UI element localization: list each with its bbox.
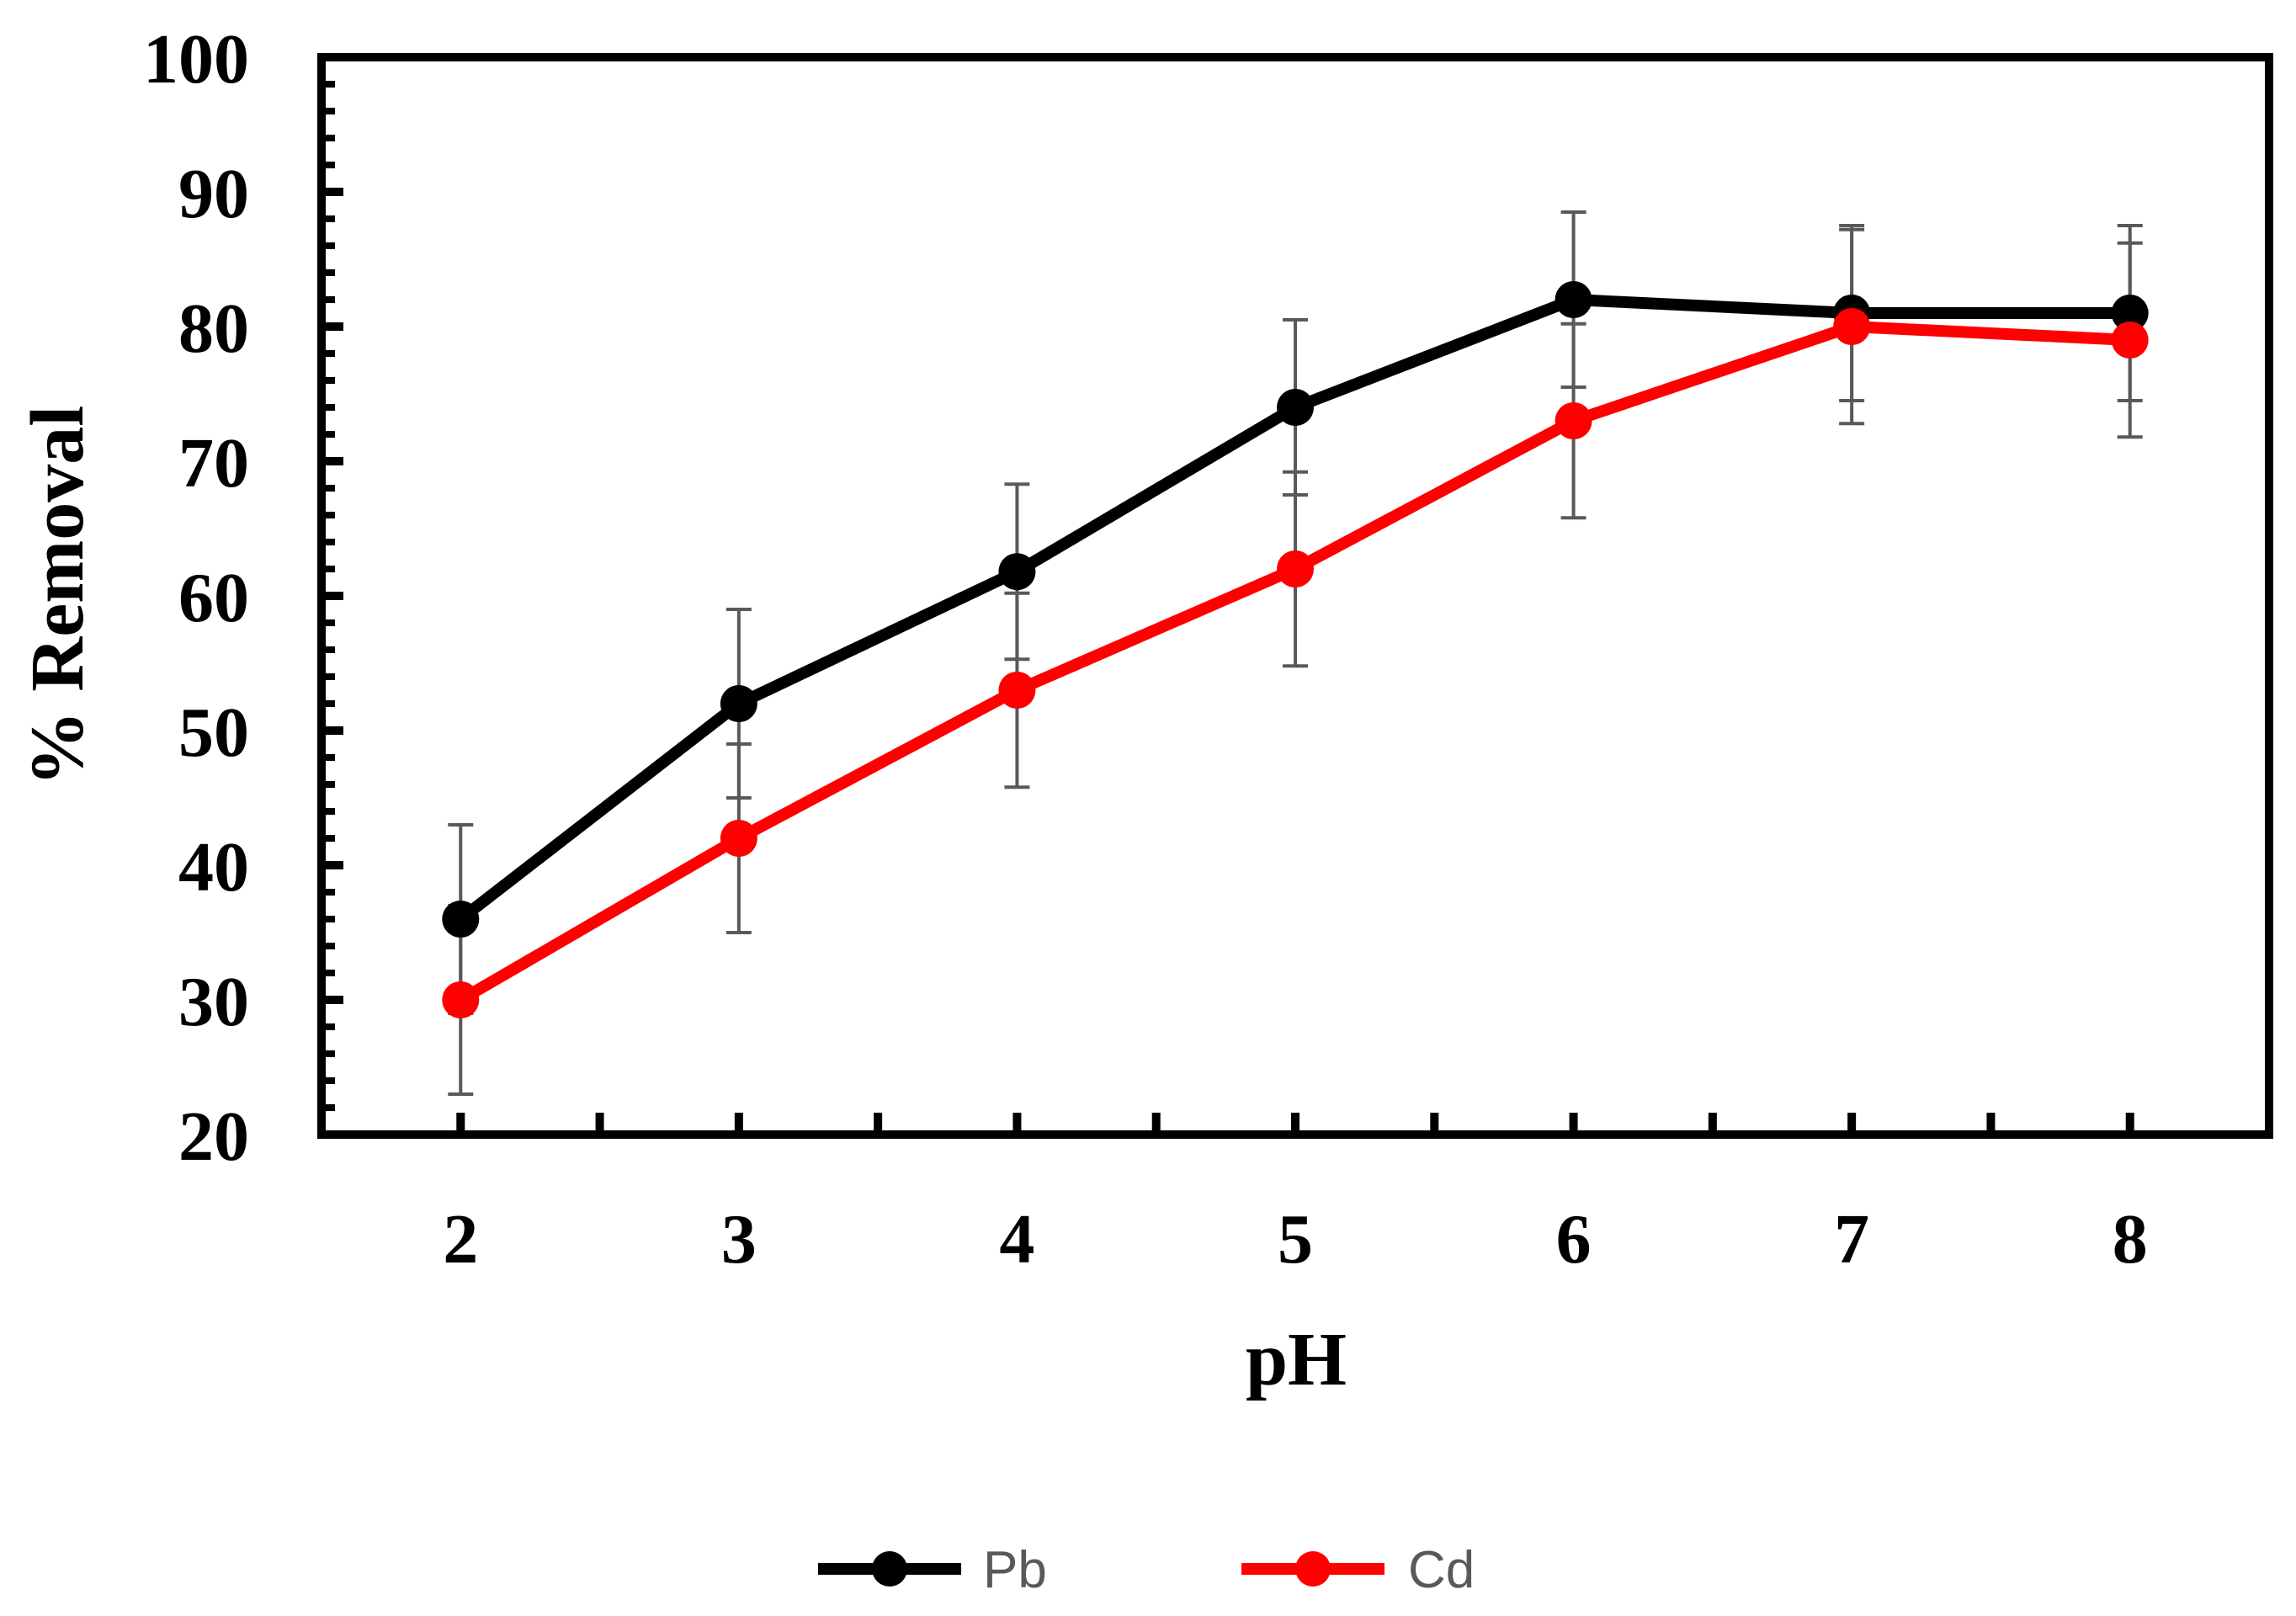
x-tick-label: 4 bbox=[999, 1200, 1034, 1278]
x-tick-label: 5 bbox=[1278, 1200, 1313, 1278]
y-axis-title: % Removal bbox=[16, 406, 99, 786]
data-point-pb bbox=[1277, 389, 1314, 426]
y-tick-label: 80 bbox=[178, 290, 249, 368]
data-point-cd bbox=[2111, 322, 2149, 359]
y-tick-label: 100 bbox=[143, 20, 249, 98]
legend-marker-pb bbox=[872, 1551, 907, 1587]
data-point-cd bbox=[1833, 308, 1871, 345]
y-tick-label: 70 bbox=[178, 424, 249, 502]
data-point-pb bbox=[1555, 281, 1592, 318]
y-tick-label: 60 bbox=[178, 559, 249, 637]
x-tick-label: 2 bbox=[443, 1200, 478, 1278]
data-point-cd bbox=[998, 672, 1036, 709]
x-tick-labels: 2 3 4 5 6 7 8 bbox=[443, 1200, 2147, 1278]
data-point-cd bbox=[1277, 550, 1314, 587]
y-tick-labels: 20 30 40 50 60 70 80 90 100 bbox=[143, 20, 249, 1176]
legend-entry-pb: Pb bbox=[818, 1541, 1047, 1599]
data-point-pb bbox=[442, 901, 480, 938]
y-tick-label: 40 bbox=[178, 828, 249, 906]
data-point-cd bbox=[720, 820, 757, 857]
data-point-pb bbox=[998, 553, 1036, 591]
x-axis-title: pH bbox=[1246, 1318, 1347, 1401]
y-tick-label: 50 bbox=[178, 694, 249, 772]
data-point-pb bbox=[720, 685, 757, 722]
legend-label-cd: Cd bbox=[1408, 1541, 1475, 1599]
legend-label-pb: Pb bbox=[983, 1541, 1047, 1599]
data-point-cd bbox=[442, 981, 480, 1018]
x-tick-label: 3 bbox=[721, 1200, 757, 1278]
x-tick-label: 6 bbox=[1556, 1200, 1592, 1278]
x-tick-label: 8 bbox=[2113, 1200, 2148, 1278]
y-tick-label: 90 bbox=[178, 155, 249, 233]
error-bars bbox=[448, 210, 2143, 1096]
legend: Pb Cd bbox=[818, 1541, 1475, 1599]
legend-marker-cd bbox=[1295, 1551, 1331, 1587]
plot-area-frame bbox=[317, 53, 2273, 1139]
y-tick-label: 20 bbox=[178, 1098, 249, 1176]
data-point-cd bbox=[1555, 402, 1592, 439]
legend-entry-cd: Cd bbox=[1241, 1541, 1475, 1599]
series-markers bbox=[442, 281, 2149, 1018]
y-tick-label: 30 bbox=[178, 963, 249, 1041]
data-point-pb bbox=[2111, 295, 2149, 332]
x-tick-label: 7 bbox=[1834, 1200, 1869, 1278]
